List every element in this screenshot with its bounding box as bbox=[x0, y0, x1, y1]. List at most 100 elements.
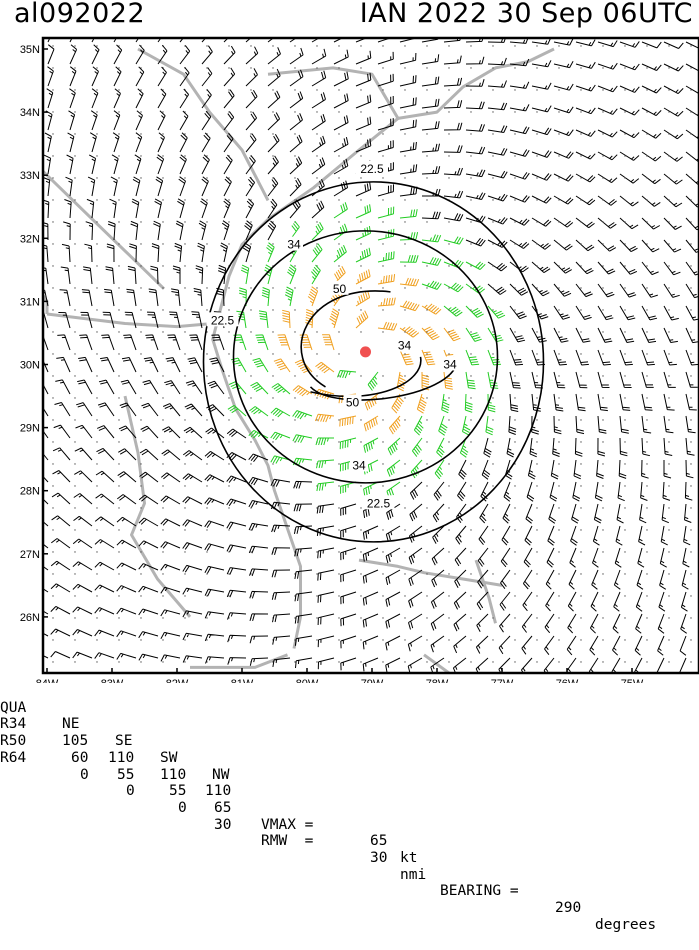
wind-barb bbox=[223, 154, 233, 175]
grid-dot bbox=[646, 375, 648, 377]
wind-barb bbox=[553, 38, 574, 46]
wind-barb bbox=[182, 473, 203, 483]
grid-dot bbox=[360, 199, 362, 201]
grid-dot bbox=[448, 331, 450, 333]
wind-barb bbox=[501, 525, 511, 546]
grid-dot bbox=[668, 111, 670, 113]
wind-barb bbox=[116, 516, 137, 527]
wind-barb bbox=[685, 371, 698, 388]
grid-dot bbox=[646, 507, 648, 509]
wind-barb bbox=[289, 91, 304, 109]
grid-dot bbox=[668, 529, 670, 531]
grid-dot bbox=[470, 529, 472, 531]
wind-barb bbox=[619, 283, 637, 298]
wind-barb bbox=[641, 85, 662, 94]
wind-barb bbox=[487, 283, 507, 295]
wind-barb bbox=[50, 651, 71, 659]
wind-barb bbox=[597, 62, 618, 70]
wind-barb bbox=[575, 129, 596, 137]
wind-barb bbox=[282, 309, 291, 329]
wind-barb bbox=[249, 635, 269, 644]
grid-dot bbox=[404, 441, 406, 443]
grid-dot bbox=[470, 89, 472, 91]
grid-dot bbox=[558, 397, 560, 399]
wind-barb bbox=[258, 310, 269, 329]
grid-dot bbox=[690, 243, 692, 245]
grid-dot bbox=[382, 551, 384, 553]
wind-barb bbox=[502, 503, 511, 524]
wind-barb bbox=[226, 428, 247, 439]
wind-barb bbox=[443, 305, 463, 317]
grid-dot bbox=[536, 617, 538, 619]
grid-dot bbox=[514, 617, 516, 619]
grid-dot bbox=[448, 89, 450, 91]
wind-barb bbox=[443, 55, 462, 65]
wind-barb bbox=[619, 261, 638, 275]
wind-barb bbox=[443, 371, 453, 390]
grid-dot bbox=[162, 573, 164, 575]
lon-tick-label: 78W bbox=[426, 678, 449, 683]
grid-dot bbox=[514, 133, 516, 135]
wind-barb bbox=[43, 498, 49, 505]
wind-barb bbox=[522, 569, 533, 590]
grid-dot bbox=[316, 155, 318, 157]
grid-dot bbox=[536, 441, 538, 443]
wind-barb bbox=[248, 453, 269, 463]
wind-barb bbox=[160, 495, 181, 505]
wind-barb bbox=[226, 567, 247, 575]
lat-tick-label: 32N bbox=[20, 233, 40, 245]
wind-barb bbox=[252, 357, 269, 373]
wind-barb bbox=[61, 243, 71, 263]
wind-barb bbox=[91, 66, 99, 87]
grid-dot bbox=[272, 243, 274, 245]
grid-dot bbox=[316, 397, 318, 399]
wind-barb bbox=[385, 569, 401, 586]
wind-barb bbox=[179, 132, 188, 153]
wind-barb bbox=[50, 560, 71, 571]
wind-barb bbox=[43, 520, 49, 527]
grid-dot bbox=[558, 639, 560, 641]
wind-barb bbox=[635, 613, 643, 634]
grid-dot bbox=[206, 353, 208, 355]
wind-barb bbox=[124, 311, 137, 329]
grid-dot bbox=[602, 485, 604, 487]
wind-barb bbox=[685, 85, 699, 95]
grid-dot bbox=[118, 463, 120, 465]
wind-barb bbox=[553, 239, 573, 251]
wind-barb bbox=[317, 635, 335, 648]
lat-tick-label: 27N bbox=[20, 549, 40, 561]
grid-dot bbox=[426, 573, 428, 575]
wind-barb bbox=[157, 44, 168, 65]
lon-tick-label: 76W bbox=[556, 678, 579, 683]
grid-dot bbox=[162, 331, 164, 333]
wind-barb bbox=[140, 425, 159, 439]
wind-barb bbox=[182, 587, 203, 595]
grid-dot bbox=[96, 507, 98, 509]
grid-dot bbox=[52, 287, 54, 289]
wind-barb bbox=[685, 151, 699, 163]
wind-barb bbox=[267, 155, 279, 175]
wind-barb bbox=[662, 481, 671, 501]
wind-barb bbox=[339, 437, 357, 450]
wind-barb bbox=[362, 613, 379, 628]
wind-barb bbox=[597, 217, 617, 229]
wind-barb bbox=[487, 193, 508, 202]
grid-dot bbox=[206, 375, 208, 377]
wind-barb bbox=[399, 186, 418, 197]
wind-barb bbox=[549, 481, 558, 502]
r64-se: 0 bbox=[126, 783, 135, 800]
grid-dot bbox=[228, 89, 230, 91]
wind-barb bbox=[396, 371, 406, 392]
wind-barb bbox=[94, 652, 115, 659]
wind-barb bbox=[619, 63, 640, 71]
wind-barb bbox=[317, 591, 335, 603]
bearing-label: BEARING = bbox=[440, 883, 519, 900]
wind-barb bbox=[118, 425, 137, 439]
wind-barb bbox=[641, 349, 655, 366]
wind-barb bbox=[591, 569, 599, 590]
grid-dot bbox=[184, 617, 186, 619]
grid-dot bbox=[118, 221, 120, 223]
grid-dot bbox=[228, 221, 230, 223]
grid-dot bbox=[96, 573, 98, 575]
wind-barb bbox=[641, 151, 662, 162]
